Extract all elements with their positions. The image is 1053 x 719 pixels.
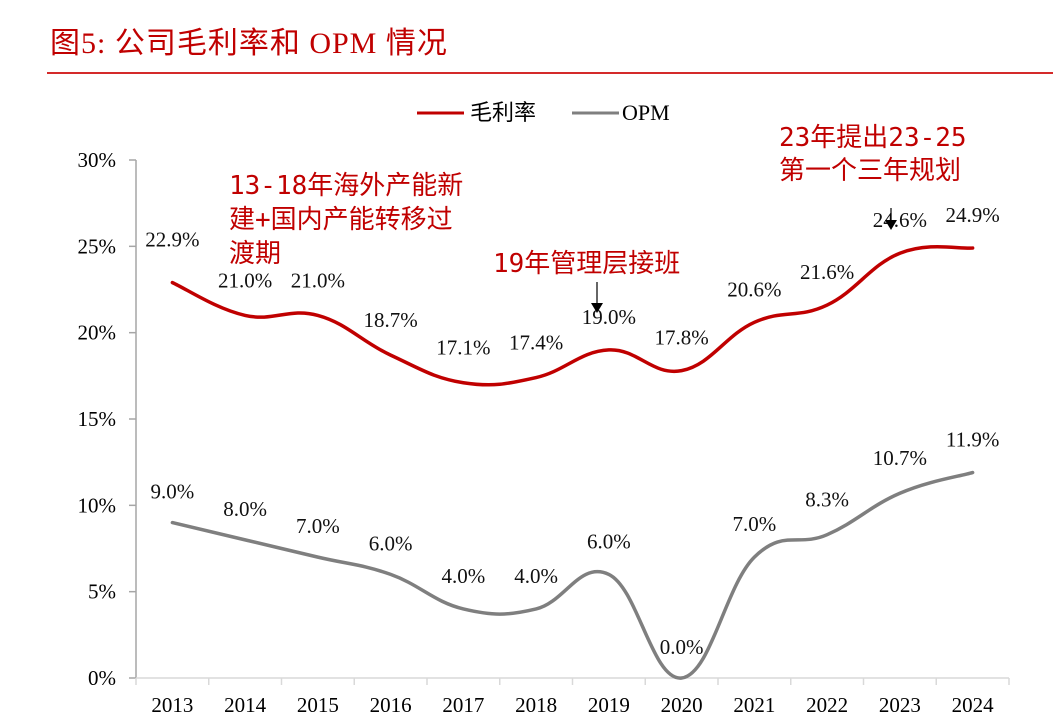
data-label: 17.4%: [509, 331, 563, 355]
y-tick-label: 0%: [88, 666, 116, 690]
y-tick-label: 30%: [78, 148, 117, 172]
data-label: 0.0%: [660, 635, 704, 659]
axes: 0% 5% 10% 15% 20% 25% 30% 2013 2014 2015 2016 2017 2…: [78, 148, 1010, 717]
data-label: 22.9%: [145, 228, 199, 252]
data-label: 10.7%: [873, 446, 927, 470]
data-label: 8.0%: [223, 497, 267, 521]
data-label: 24.6%: [873, 208, 927, 232]
annotation-text: 13-18年海外产能新: [229, 171, 463, 201]
x-tick-label: 2013: [151, 693, 193, 717]
data-label: 21.0%: [218, 268, 272, 292]
arrow-2023-head: [885, 220, 897, 230]
x-tick-label: 2019: [588, 693, 630, 717]
series-line-opm: [170, 470, 975, 680]
y-tick-label: 5%: [88, 580, 116, 604]
annotation-text: 建+国内产能转移过: [229, 205, 453, 235]
data-label: 6.0%: [587, 529, 631, 553]
x-tick-label: 2022: [806, 693, 848, 717]
x-tick-label: 2014: [224, 693, 267, 717]
data-label: 11.9%: [946, 428, 999, 452]
x-tick-label: 2015: [297, 693, 339, 717]
annotation-text: 第一个三年规划: [779, 156, 961, 186]
x-tick-label: 2017: [442, 693, 484, 717]
arrow-2019-head: [591, 303, 603, 313]
data-label: 7.0%: [296, 514, 340, 538]
legend: 毛利率 OPM: [417, 100, 670, 125]
x-tick-label: 2020: [661, 693, 703, 717]
y-tick-label: 20%: [78, 321, 117, 345]
data-label: 4.0%: [442, 564, 486, 588]
data-label: 7.0%: [733, 512, 777, 536]
data-label: 9.0%: [151, 480, 195, 504]
data-labels: 22.9% 21.0% 21.0% 18.7% 17.1% 17.4% 19.0% 17.8%…: [145, 203, 1000, 659]
data-label: 21.6%: [800, 260, 854, 284]
data-label: 8.3%: [805, 488, 849, 512]
annotation-text: 23年提出23-25: [779, 123, 967, 153]
chart-title: 图5: 公司毛利率和 OPM 情况: [50, 27, 448, 60]
x-tick-label: 2024: [952, 693, 995, 717]
x-tick-label: 2018: [515, 693, 557, 717]
data-label: 19.0%: [582, 305, 636, 329]
data-label: 18.7%: [364, 308, 418, 332]
annotation-text: 渡期: [229, 239, 281, 269]
x-tick-label: 2023: [879, 693, 921, 717]
data-label: 21.0%: [291, 268, 345, 292]
series-line-gross-margin: [170, 244, 975, 387]
data-label: 17.8%: [655, 326, 709, 350]
x-tick-label: 2016: [370, 693, 412, 717]
title-divider: [47, 72, 1053, 74]
legend-label-opm: OPM: [622, 100, 670, 125]
data-label: 20.6%: [727, 277, 781, 301]
data-label: 4.0%: [514, 564, 558, 588]
annotation-text: 19年管理层接班: [493, 249, 680, 279]
y-tick-label: 10%: [78, 493, 117, 517]
data-label: 24.9%: [946, 203, 1000, 227]
y-tick-label: 15%: [78, 407, 117, 431]
legend-label-gross-margin: 毛利率: [470, 100, 536, 125]
x-tick-label: 2021: [733, 693, 775, 717]
data-label: 17.1%: [436, 336, 490, 360]
y-tick-label: 25%: [78, 234, 117, 258]
series-lines: [170, 244, 975, 680]
data-label: 6.0%: [369, 531, 413, 555]
